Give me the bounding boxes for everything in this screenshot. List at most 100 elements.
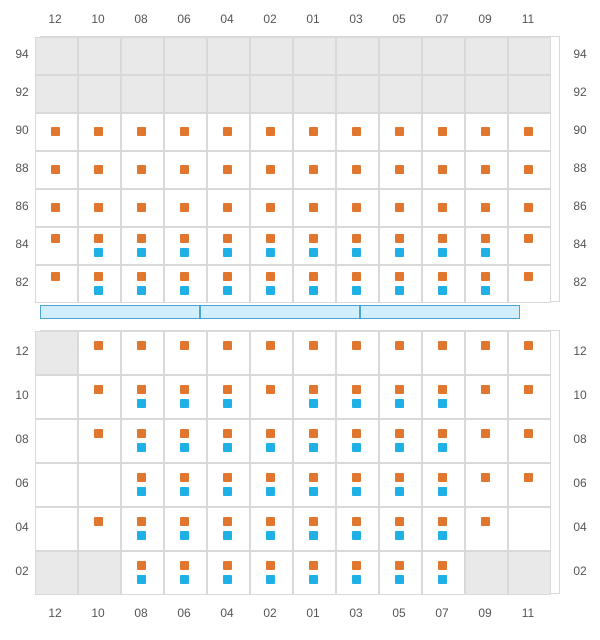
seat-marker-blue[interactable]	[180, 575, 189, 584]
seat-marker-orange[interactable]	[94, 203, 103, 212]
seat-marker-orange[interactable]	[180, 517, 189, 526]
seat-marker-blue[interactable]	[395, 531, 404, 540]
cell[interactable]	[250, 265, 293, 303]
seat-marker-orange[interactable]	[137, 341, 146, 350]
seat-marker-orange[interactable]	[352, 517, 361, 526]
seat-marker-orange[interactable]	[481, 203, 490, 212]
cell[interactable]	[465, 463, 508, 507]
seat-marker-blue[interactable]	[180, 443, 189, 452]
cell[interactable]	[465, 507, 508, 551]
cell[interactable]	[422, 463, 465, 507]
seat-marker-orange[interactable]	[352, 561, 361, 570]
cell[interactable]	[422, 419, 465, 463]
cell[interactable]	[293, 419, 336, 463]
seat-marker-blue[interactable]	[309, 487, 318, 496]
seat-marker-orange[interactable]	[137, 165, 146, 174]
seat-marker-orange[interactable]	[223, 561, 232, 570]
seat-marker-orange[interactable]	[266, 517, 275, 526]
cell[interactable]	[164, 37, 207, 75]
seat-marker-orange[interactable]	[94, 127, 103, 136]
seat-marker-orange[interactable]	[180, 341, 189, 350]
seat-marker-orange[interactable]	[180, 429, 189, 438]
seat-marker-orange[interactable]	[137, 561, 146, 570]
seat-marker-orange[interactable]	[51, 165, 60, 174]
seat-marker-orange[interactable]	[395, 561, 404, 570]
seat-marker-blue[interactable]	[180, 531, 189, 540]
seat-marker-orange[interactable]	[223, 341, 232, 350]
cell[interactable]	[422, 37, 465, 75]
seat-marker-orange[interactable]	[352, 341, 361, 350]
seat-marker-orange[interactable]	[266, 272, 275, 281]
seat-marker-orange[interactable]	[309, 272, 318, 281]
seat-marker-blue[interactable]	[180, 399, 189, 408]
seat-marker-blue[interactable]	[309, 575, 318, 584]
cell[interactable]	[379, 419, 422, 463]
seat-marker-blue[interactable]	[94, 248, 103, 257]
cell[interactable]	[207, 375, 250, 419]
cell[interactable]	[465, 551, 508, 595]
seat-marker-orange[interactable]	[223, 272, 232, 281]
seat-marker-orange[interactable]	[352, 234, 361, 243]
seat-marker-orange[interactable]	[223, 127, 232, 136]
cell[interactable]	[508, 375, 551, 419]
seat-marker-blue[interactable]	[438, 248, 447, 257]
cell[interactable]	[78, 507, 121, 551]
cell[interactable]	[465, 419, 508, 463]
cell[interactable]	[78, 227, 121, 265]
cell[interactable]	[293, 227, 336, 265]
cell[interactable]	[164, 265, 207, 303]
seat-marker-orange[interactable]	[524, 473, 533, 482]
cell[interactable]	[336, 463, 379, 507]
cell[interactable]	[78, 419, 121, 463]
seat-marker-blue[interactable]	[137, 575, 146, 584]
cell[interactable]	[250, 551, 293, 595]
seat-marker-orange[interactable]	[481, 234, 490, 243]
cell[interactable]	[35, 507, 78, 551]
cell[interactable]	[207, 463, 250, 507]
seat-marker-orange[interactable]	[51, 203, 60, 212]
seat-marker-blue[interactable]	[137, 248, 146, 257]
cell[interactable]	[465, 375, 508, 419]
seat-marker-orange[interactable]	[94, 517, 103, 526]
seat-marker-orange[interactable]	[266, 385, 275, 394]
seat-marker-orange[interactable]	[438, 234, 447, 243]
cell[interactable]	[207, 331, 250, 375]
cell[interactable]	[35, 265, 78, 303]
cell[interactable]	[35, 331, 78, 375]
cell[interactable]	[379, 265, 422, 303]
seat-marker-orange[interactable]	[395, 473, 404, 482]
seat-marker-blue[interactable]	[180, 248, 189, 257]
seat-marker-blue[interactable]	[481, 286, 490, 295]
seat-marker-orange[interactable]	[137, 385, 146, 394]
cell[interactable]	[422, 265, 465, 303]
seat-marker-orange[interactable]	[524, 203, 533, 212]
seat-marker-blue[interactable]	[395, 487, 404, 496]
seat-marker-blue[interactable]	[309, 443, 318, 452]
seat-marker-orange[interactable]	[438, 341, 447, 350]
seat-marker-orange[interactable]	[51, 272, 60, 281]
cell[interactable]	[379, 37, 422, 75]
seat-marker-orange[interactable]	[395, 341, 404, 350]
seat-marker-orange[interactable]	[137, 429, 146, 438]
seat-marker-orange[interactable]	[481, 127, 490, 136]
cell[interactable]	[164, 331, 207, 375]
cell[interactable]	[78, 265, 121, 303]
seat-marker-blue[interactable]	[438, 286, 447, 295]
seat-marker-orange[interactable]	[352, 127, 361, 136]
seat-marker-orange[interactable]	[352, 203, 361, 212]
cell[interactable]	[250, 463, 293, 507]
cell[interactable]	[508, 227, 551, 265]
seat-marker-blue[interactable]	[223, 575, 232, 584]
seat-marker-orange[interactable]	[266, 561, 275, 570]
seat-marker-orange[interactable]	[137, 127, 146, 136]
seat-marker-orange[interactable]	[309, 234, 318, 243]
cell[interactable]	[465, 37, 508, 75]
seat-marker-orange[interactable]	[180, 127, 189, 136]
seat-marker-blue[interactable]	[395, 399, 404, 408]
seat-marker-orange[interactable]	[352, 429, 361, 438]
seat-marker-blue[interactable]	[438, 487, 447, 496]
seat-marker-blue[interactable]	[266, 531, 275, 540]
seat-marker-blue[interactable]	[266, 443, 275, 452]
cell[interactable]	[422, 375, 465, 419]
cell[interactable]	[293, 463, 336, 507]
